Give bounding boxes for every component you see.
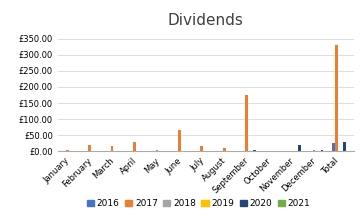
Bar: [156, 150, 158, 151]
Bar: [88, 145, 91, 151]
Bar: [332, 143, 335, 151]
Bar: [335, 45, 338, 151]
Bar: [343, 141, 346, 151]
Bar: [313, 150, 315, 151]
Bar: [253, 150, 256, 151]
Bar: [66, 150, 69, 151]
Bar: [178, 130, 180, 151]
Bar: [200, 146, 203, 151]
Bar: [223, 148, 226, 151]
Legend: 2016, 2017, 2018, 2019, 2020, 2021: 2016, 2017, 2018, 2019, 2020, 2021: [83, 195, 314, 211]
Bar: [321, 150, 323, 151]
Bar: [111, 146, 113, 151]
Bar: [245, 95, 248, 151]
Bar: [298, 145, 301, 151]
Bar: [133, 141, 136, 151]
Title: Dividends: Dividends: [168, 13, 244, 29]
